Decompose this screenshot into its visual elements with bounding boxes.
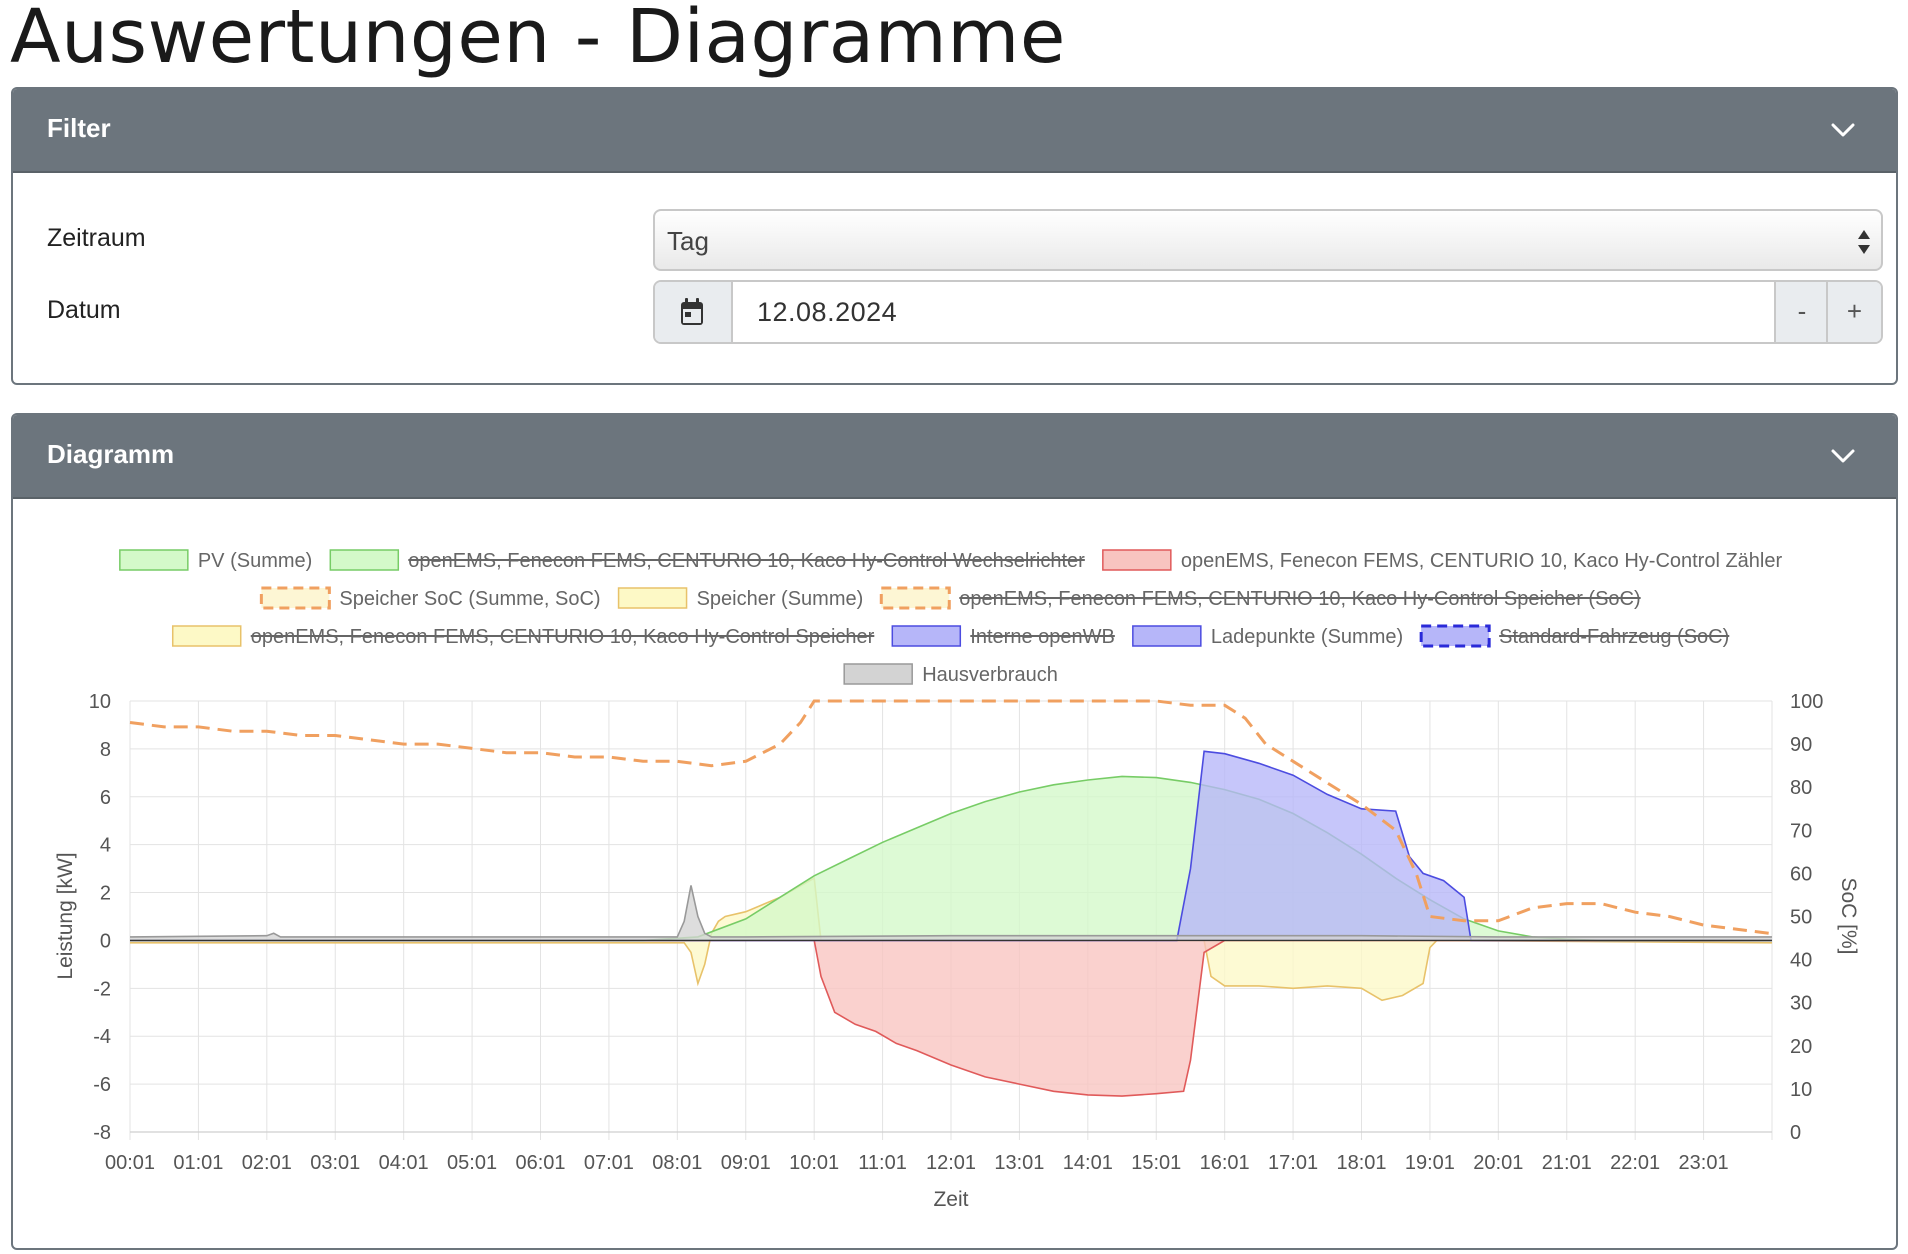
calendar-icon (681, 298, 703, 325)
filter-header-title: Filter (47, 113, 111, 143)
date-decrement-button[interactable]: - (1774, 282, 1828, 342)
zeitraum-label: Zeitraum (47, 224, 146, 252)
chevron-down-icon[interactable] (1830, 117, 1856, 143)
select-arrows-icon (1858, 230, 1870, 254)
diagram-card: Diagramm (11, 413, 1898, 1250)
calendar-button[interactable] (655, 282, 733, 342)
filter-header[interactable]: Filter (13, 89, 1896, 173)
diagram-header-title: Diagramm (47, 439, 175, 469)
page-title: Auswertungen - Diagramme (10, 0, 1066, 80)
zeitraum-select-value: Tag (667, 226, 709, 256)
date-increment-button[interactable]: + (1826, 282, 1881, 342)
diagram-header[interactable]: Diagramm (13, 415, 1896, 499)
datum-label: Datum (47, 296, 121, 324)
datum-input[interactable]: 12.08.2024 (757, 297, 898, 327)
zeitraum-select[interactable]: Tag (653, 209, 1883, 271)
datum-input-group: 12.08.2024 - + (653, 280, 1883, 344)
filter-card: Filter Zeitraum Tag Datum 12.08.2024 - + (11, 87, 1898, 385)
chevron-down-icon[interactable] (1830, 443, 1856, 469)
